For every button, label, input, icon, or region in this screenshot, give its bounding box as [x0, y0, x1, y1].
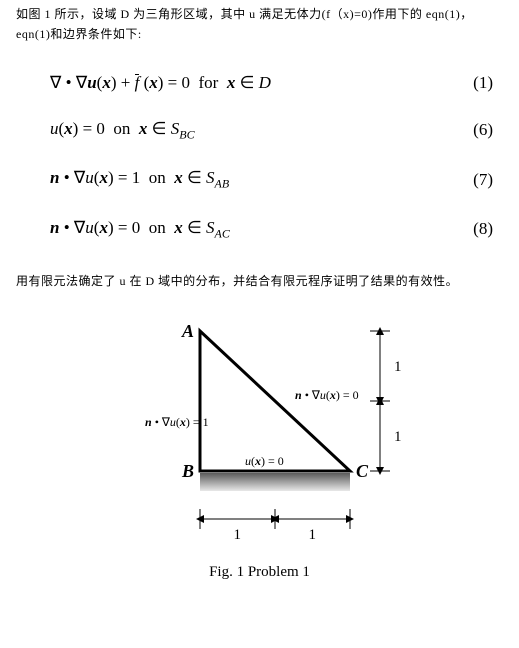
label-bc-AC: n • ∇u(x) = 0: [295, 388, 359, 402]
dim-label-v1: 1: [394, 359, 402, 375]
vertex-C: C: [356, 461, 369, 481]
vertex-B: B: [181, 461, 194, 481]
dim-label-v2: 1: [394, 429, 402, 445]
equation-number: (6): [473, 120, 493, 140]
dim-label-h1: 1: [233, 527, 241, 541]
intro-text: 如图 1 所示，设域 D 为三角形区域，其中 u 满足无体力(f（x)=0)作用…: [16, 4, 503, 45]
equation-row: ∇ • ∇u(x) + f (x) = 0 for x ∈ D (1): [50, 73, 493, 93]
figure-svg: A B Cn • ∇u(x) = 1 n • ∇u(x) = 0 u(x) = 0 1 1 1…: [70, 321, 450, 541]
label-bc-AB: n • ∇u(x) = 1: [145, 415, 209, 429]
equation-body: ∇ • ∇u(x) + f (x) = 0 for x ∈ D: [50, 73, 271, 93]
equation-body: u(x) = 0 on x ∈ SBC: [50, 119, 195, 142]
equation-row: n • ∇u(x) = 0 on x ∈ SAC (8): [50, 218, 493, 241]
figure-1: A B Cn • ∇u(x) = 1 n • ∇u(x) = 0 u(x) = 0 1 1 1…: [16, 321, 503, 581]
mid-text: 用有限元法确定了 u 在 D 域中的分布，并结合有限元程序证明了结果的有效性。: [16, 271, 503, 291]
equation-body: n • ∇u(x) = 1 on x ∈ SAB: [50, 168, 229, 191]
dim-label-h2: 1: [308, 527, 316, 541]
equation-number: (8): [473, 219, 493, 239]
equation-number: (7): [473, 170, 493, 190]
equation-row: n • ∇u(x) = 1 on x ∈ SAB (7): [50, 168, 493, 191]
equation-number: (1): [473, 73, 493, 93]
equation-body: n • ∇u(x) = 0 on x ∈ SAC: [50, 218, 230, 241]
ground-hatch: [200, 473, 350, 491]
label-bc-BC: u(x) = 0: [245, 454, 284, 468]
equation-row: u(x) = 0 on x ∈ SBC (6): [50, 119, 493, 142]
equation-block: ∇ • ∇u(x) + f (x) = 0 for x ∈ D (1) u(x)…: [50, 73, 493, 241]
vertex-A: A: [181, 321, 194, 341]
figure-caption: Fig. 1 Problem 1: [16, 564, 503, 581]
